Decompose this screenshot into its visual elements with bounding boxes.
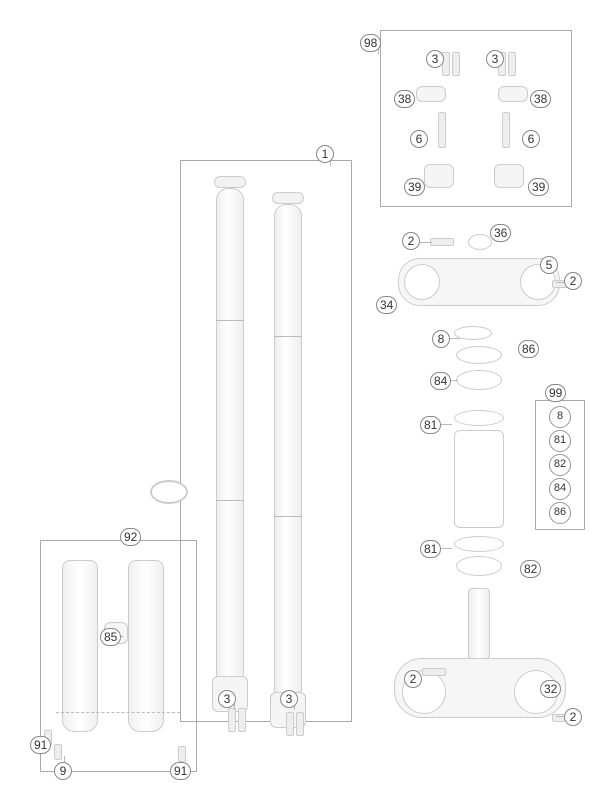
callout-92: 92 [120, 528, 141, 546]
callout-2: 2 [564, 272, 582, 290]
leader-line [418, 242, 432, 243]
callout-3: 3 [218, 690, 236, 708]
lug-bolt [228, 708, 236, 732]
callout-34: 34 [376, 296, 397, 314]
guard-screw [178, 746, 186, 762]
preload-ring [150, 480, 188, 504]
callout-91: 91 [170, 762, 191, 780]
callout-81: 81 [420, 540, 441, 558]
callout-5: 5 [540, 256, 558, 274]
lug-bolt [296, 712, 304, 736]
fork-cap-left [214, 176, 246, 188]
callout-6: 6 [522, 130, 540, 148]
fork-tube-left [216, 188, 244, 680]
callout-39: 39 [404, 178, 425, 196]
callout-85: 85 [100, 628, 121, 646]
guard-axis [56, 712, 180, 713]
race-lower [454, 536, 504, 552]
kit-bolt-long [502, 112, 510, 148]
fork-tube-right [274, 204, 302, 696]
race-upper [454, 410, 504, 426]
callout-82: 82 [520, 560, 541, 578]
callout-3: 3 [280, 690, 298, 708]
guard-screw [54, 744, 62, 760]
clamp-base [424, 164, 454, 188]
callout-36: 36 [490, 224, 511, 242]
kit-item: 82 [549, 454, 571, 476]
fork-band [274, 516, 302, 517]
callout-2: 2 [404, 670, 422, 688]
fork-band [274, 336, 302, 337]
fork-band [216, 320, 244, 321]
kit-item: 81 [549, 430, 571, 452]
callout-39: 39 [528, 178, 549, 196]
diagram-stage: 8 81 82 84 86 19833383866393923652348868… [0, 0, 594, 802]
callout-38: 38 [394, 90, 415, 108]
pinch-bolt [430, 238, 454, 246]
bearing-lower [456, 556, 502, 576]
callout-38: 38 [530, 90, 551, 108]
kit-item: 84 [549, 478, 571, 500]
callout-86: 86 [518, 340, 539, 358]
fork-band [216, 500, 244, 501]
callout-2: 2 [564, 708, 582, 726]
callout-81: 81 [420, 416, 441, 434]
dust-seal [456, 346, 502, 364]
steering-stem [468, 588, 490, 660]
callout-8: 8 [432, 330, 450, 348]
clamp-cap [498, 86, 528, 102]
lug-bolt [286, 712, 294, 736]
fork-guard-right [128, 560, 164, 732]
callout-1: 1 [316, 145, 334, 163]
callout-98: 98 [360, 34, 381, 52]
callout-91: 91 [30, 736, 51, 754]
kit-bolt [508, 52, 516, 76]
callout-6: 6 [410, 130, 428, 148]
lug-bolt [238, 708, 246, 732]
fork-guard-left [62, 560, 98, 732]
bearing-kit-box: 8 81 82 84 86 [535, 400, 585, 530]
kit-item: 86 [549, 502, 571, 524]
callout-2: 2 [402, 232, 420, 250]
clamp-eye [404, 264, 440, 300]
fork-cap-right [272, 192, 304, 204]
callout-32: 32 [540, 680, 561, 698]
kit-bolt [452, 52, 460, 76]
bearing-upper [456, 370, 502, 390]
center-cap [468, 234, 492, 250]
callout-9: 9 [54, 762, 72, 780]
group-box-fork [180, 160, 352, 722]
clamp-base [494, 164, 524, 188]
callout-3: 3 [486, 50, 504, 68]
callout-84: 84 [430, 372, 451, 390]
callout-3: 3 [426, 50, 444, 68]
clamp-cap [416, 86, 446, 102]
callout-99: 99 [545, 384, 566, 402]
kit-bolt-long [438, 112, 446, 148]
head-tube [454, 430, 504, 528]
pinch-bolt [422, 668, 446, 676]
kit-item: 8 [549, 406, 571, 428]
